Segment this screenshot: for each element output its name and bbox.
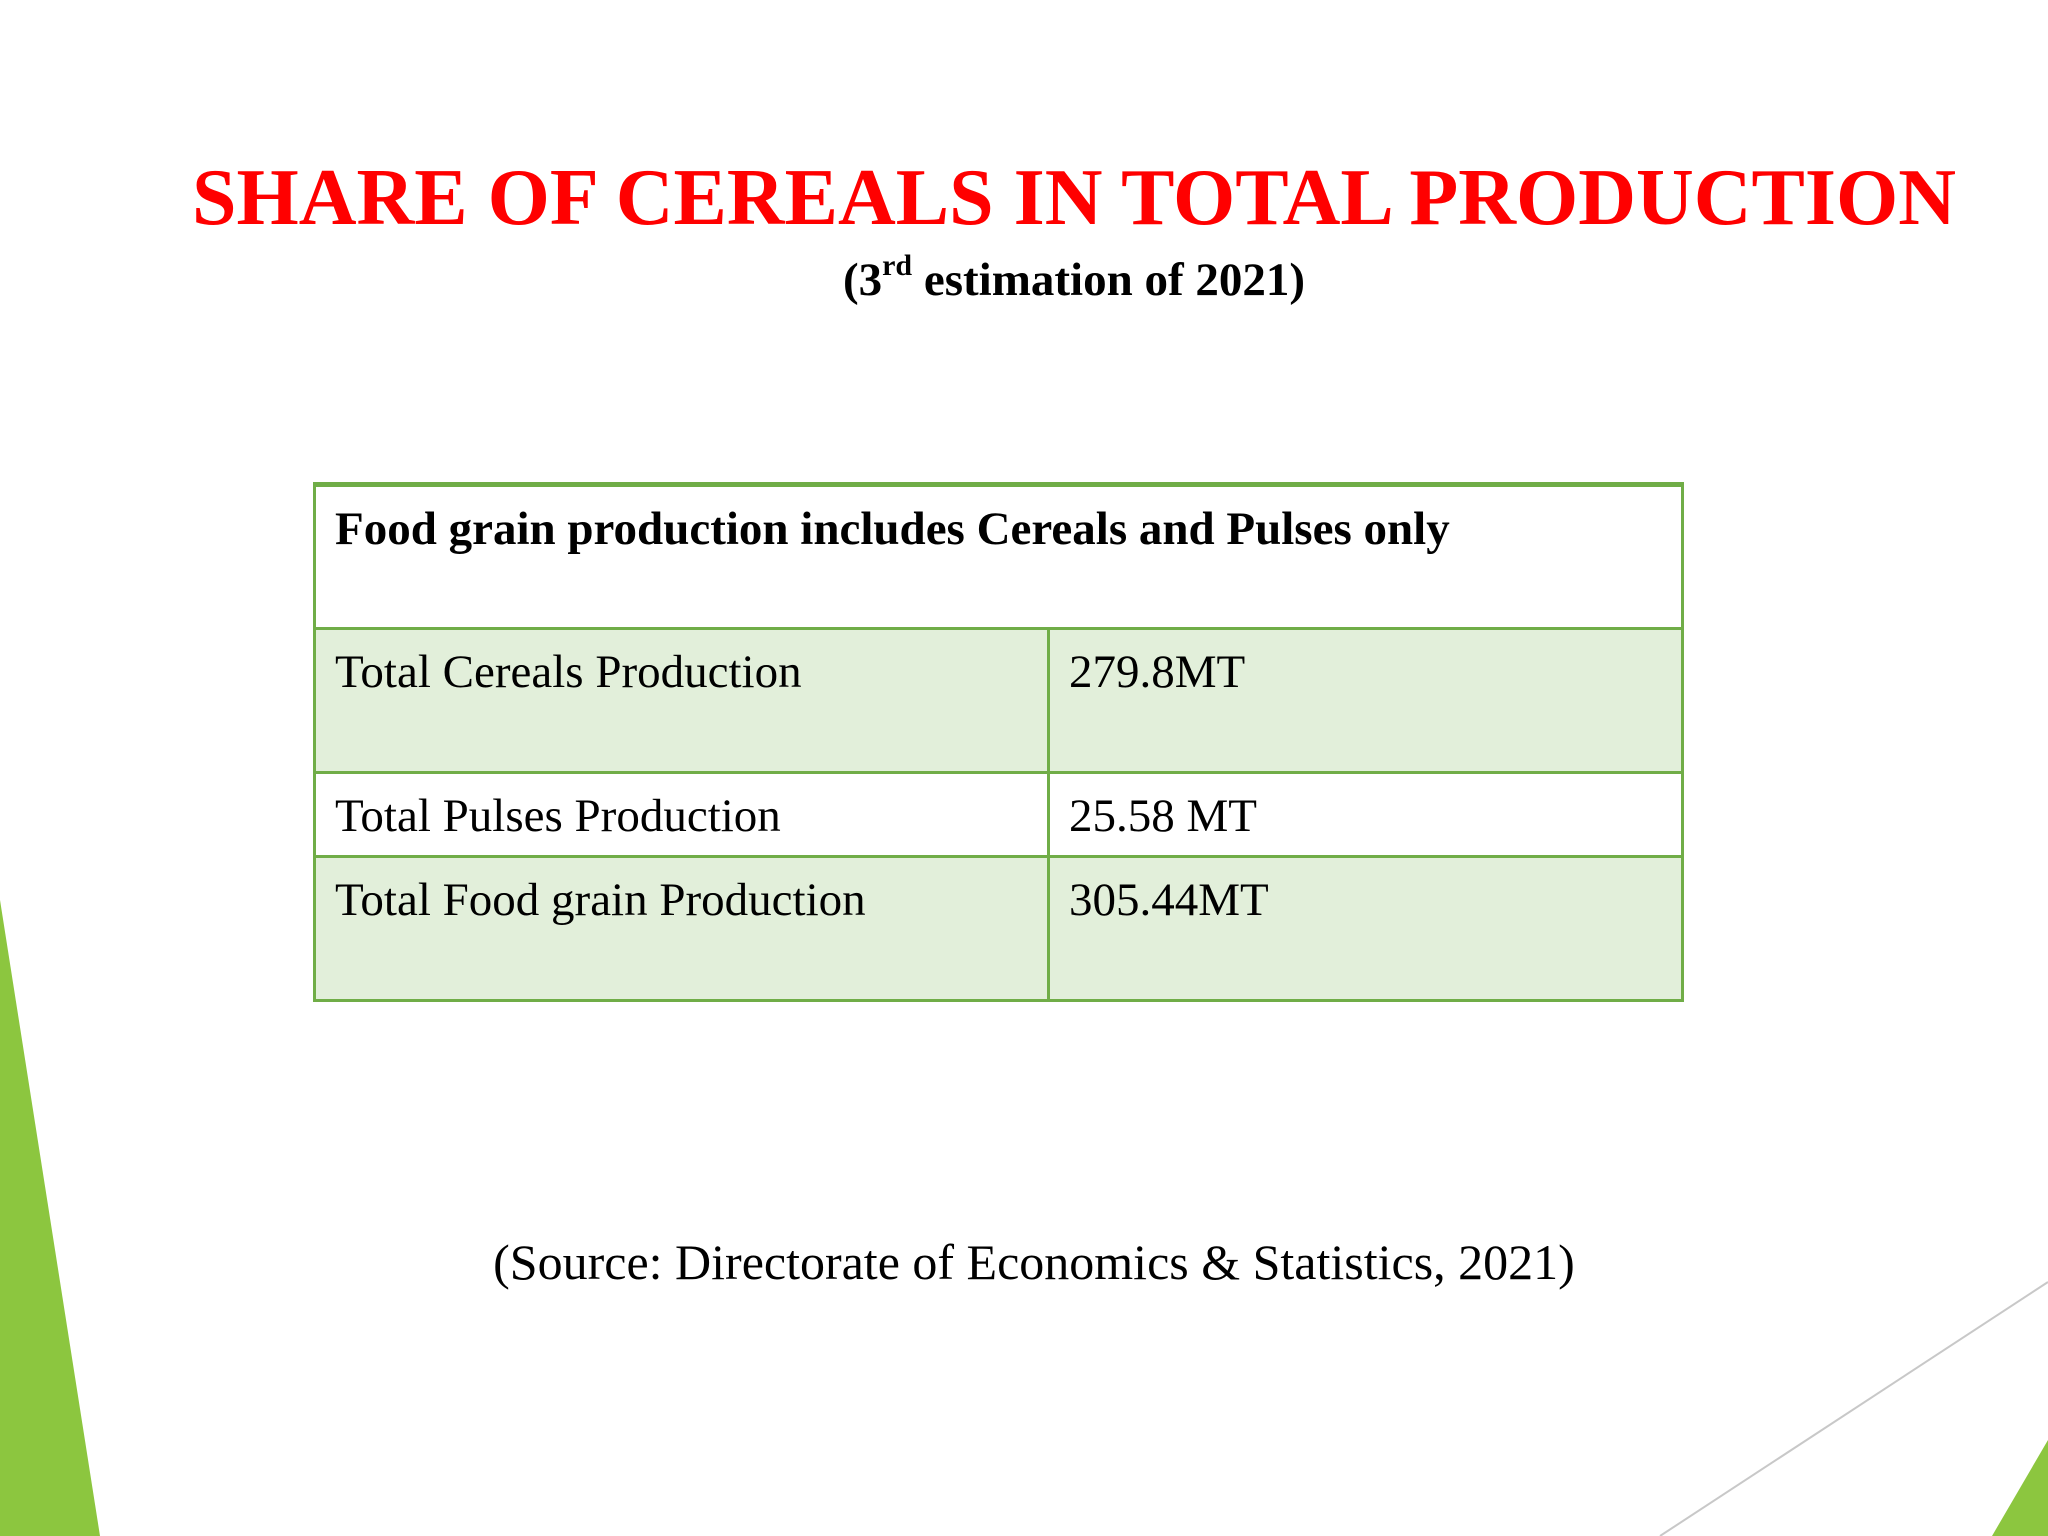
subtitle-prefix: (3 [842,254,883,306]
subtitle-suffix: estimation of 2021) [912,254,1306,306]
row-value-food-grain: 305.44MT [1046,855,1685,1002]
table-row: Total Cereals Production 279.8MT [313,627,1685,774]
left-green-accent-shape [0,900,100,1536]
slide-subtitle: (3rd estimation of 2021) [0,250,2048,310]
row-label-cereals: Total Cereals Production [313,627,1050,774]
row-value-cereals: 279.8MT [1046,627,1685,774]
source-citation: (Source: Directorate of Economics & Stat… [493,1234,1575,1290]
bottom-right-accent-line [1659,1281,2048,1536]
table-header-cell: Food grain production includes Cereals a… [312,482,1685,630]
row-label-food-grain: Total Food grain Production [313,855,1050,1002]
table-row: Total Pulses Production 25.58 MT [313,771,1685,858]
subtitle-superscript: rd [882,249,913,282]
bottom-right-green-accent-shape [1992,1440,2048,1536]
table-row: Total Food grain Production 305.44MT [313,855,1685,1002]
slide-title: SHARE OF CEREALS IN TOTAL PRODUCTION [191,154,1957,242]
row-label-pulses: Total Pulses Production [313,771,1050,858]
table-header-row: Food grain production includes Cereals a… [312,482,1685,630]
production-table: Food grain production includes Cereals a… [312,482,1685,1002]
row-value-pulses: 25.58 MT [1046,771,1685,858]
